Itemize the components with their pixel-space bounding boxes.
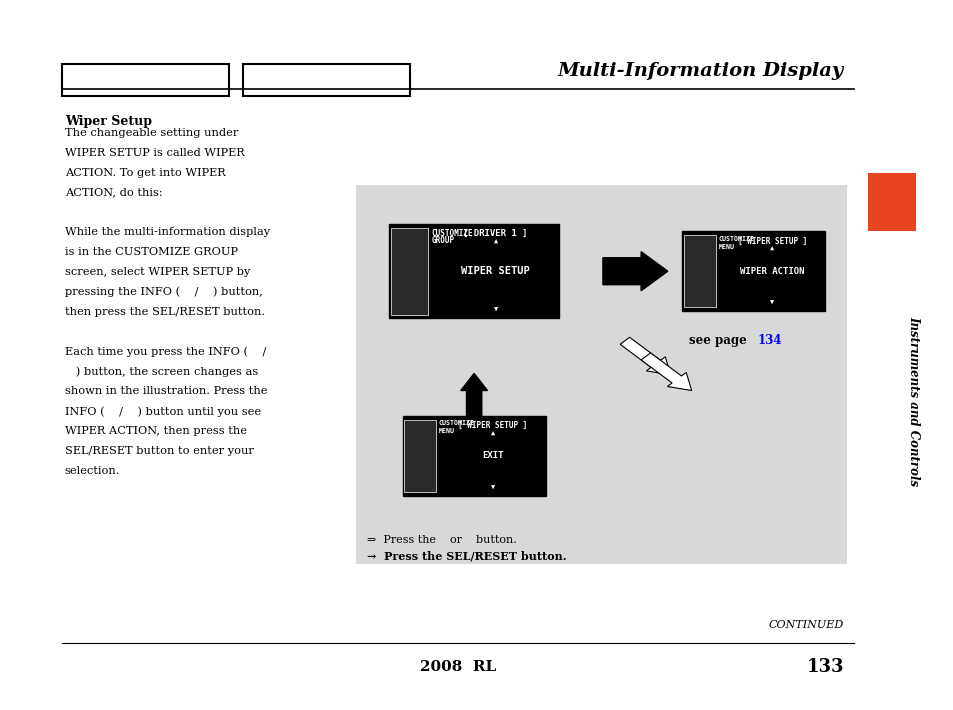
FancyArrow shape (460, 373, 487, 417)
Text: →  Press the SEL/RESET button.: → Press the SEL/RESET button. (367, 550, 566, 561)
Text: ACTION. To get into WIPER: ACTION. To get into WIPER (65, 168, 226, 178)
Text: Multi-Information Display: Multi-Information Display (558, 62, 843, 80)
Text: ACTION, do this:: ACTION, do this: (65, 187, 162, 197)
Text: Each time you press the INFO (    /: Each time you press the INFO ( / (65, 346, 266, 357)
Text: Wiper Setup: Wiper Setup (65, 115, 152, 128)
Text: then press the SEL/RESET button.: then press the SEL/RESET button. (65, 307, 265, 317)
Text: [ DRIVER 1 ]: [ DRIVER 1 ] (463, 229, 527, 239)
FancyArrow shape (640, 353, 691, 391)
Bar (404, 420, 436, 492)
Text: INFO (    /    ) button until you see: INFO ( / ) button until you see (65, 406, 261, 417)
Bar (243, 64, 410, 96)
Text: [ WIPER SETUP ]: [ WIPER SETUP ] (737, 236, 806, 246)
Text: ▼: ▼ (493, 307, 497, 313)
Text: ▲: ▲ (493, 239, 497, 244)
Text: CUSTOMIZE: CUSTOMIZE (718, 236, 754, 241)
Text: screen, select WIPER SETUP by: screen, select WIPER SETUP by (65, 267, 250, 277)
Text: WIPER ACTION, then press the: WIPER ACTION, then press the (65, 426, 247, 436)
Text: WIPER SETUP: WIPER SETUP (461, 266, 530, 276)
Text: 133: 133 (806, 658, 843, 677)
Bar (391, 228, 428, 315)
Text: 134: 134 (757, 334, 781, 346)
Text: MENU: MENU (438, 428, 455, 434)
Text: MENU: MENU (718, 244, 734, 249)
Bar (355, 185, 846, 564)
Text: 2008  RL: 2008 RL (419, 660, 496, 674)
Text: While the multi-information display: While the multi-information display (65, 227, 270, 237)
Text: GROUP: GROUP (431, 236, 454, 246)
Text: ) button, the screen changes as: ) button, the screen changes as (65, 366, 258, 377)
Bar (389, 224, 558, 318)
Text: CUSTOMIZE: CUSTOMIZE (431, 229, 473, 238)
Text: see page: see page (688, 334, 750, 346)
Bar (683, 235, 715, 307)
Bar (867, 173, 915, 231)
Text: ▼: ▼ (769, 300, 774, 306)
Text: WIPER ACTION: WIPER ACTION (740, 267, 803, 275)
Text: pressing the INFO (    /    ) button,: pressing the INFO ( / ) button, (65, 287, 262, 297)
Text: ▲: ▲ (769, 246, 774, 251)
Text: CONTINUED: CONTINUED (768, 621, 843, 630)
Text: The changeable setting under: The changeable setting under (65, 128, 238, 138)
Bar (681, 231, 824, 311)
Text: shown in the illustration. Press the: shown in the illustration. Press the (65, 386, 267, 396)
Text: SEL/RESET button to enter your: SEL/RESET button to enter your (65, 446, 253, 456)
Text: ▲: ▲ (490, 430, 495, 436)
Text: CUSTOMIZE: CUSTOMIZE (438, 420, 475, 426)
Bar (402, 416, 545, 496)
Text: ⇒  Press the    or    button.: ⇒ Press the or button. (367, 535, 517, 545)
FancyArrow shape (619, 337, 670, 375)
Bar (62, 64, 229, 96)
Text: is in the CUSTOMIZE GROUP: is in the CUSTOMIZE GROUP (65, 247, 237, 257)
FancyArrow shape (602, 252, 667, 291)
Text: WIPER SETUP is called WIPER: WIPER SETUP is called WIPER (65, 148, 244, 158)
Text: Instruments and Controls: Instruments and Controls (906, 316, 920, 486)
Text: ▼: ▼ (490, 485, 495, 491)
Text: [ WIPER SETUP ]: [ WIPER SETUP ] (457, 421, 527, 430)
Text: EXIT: EXIT (481, 452, 503, 460)
Text: selection.: selection. (65, 466, 120, 476)
